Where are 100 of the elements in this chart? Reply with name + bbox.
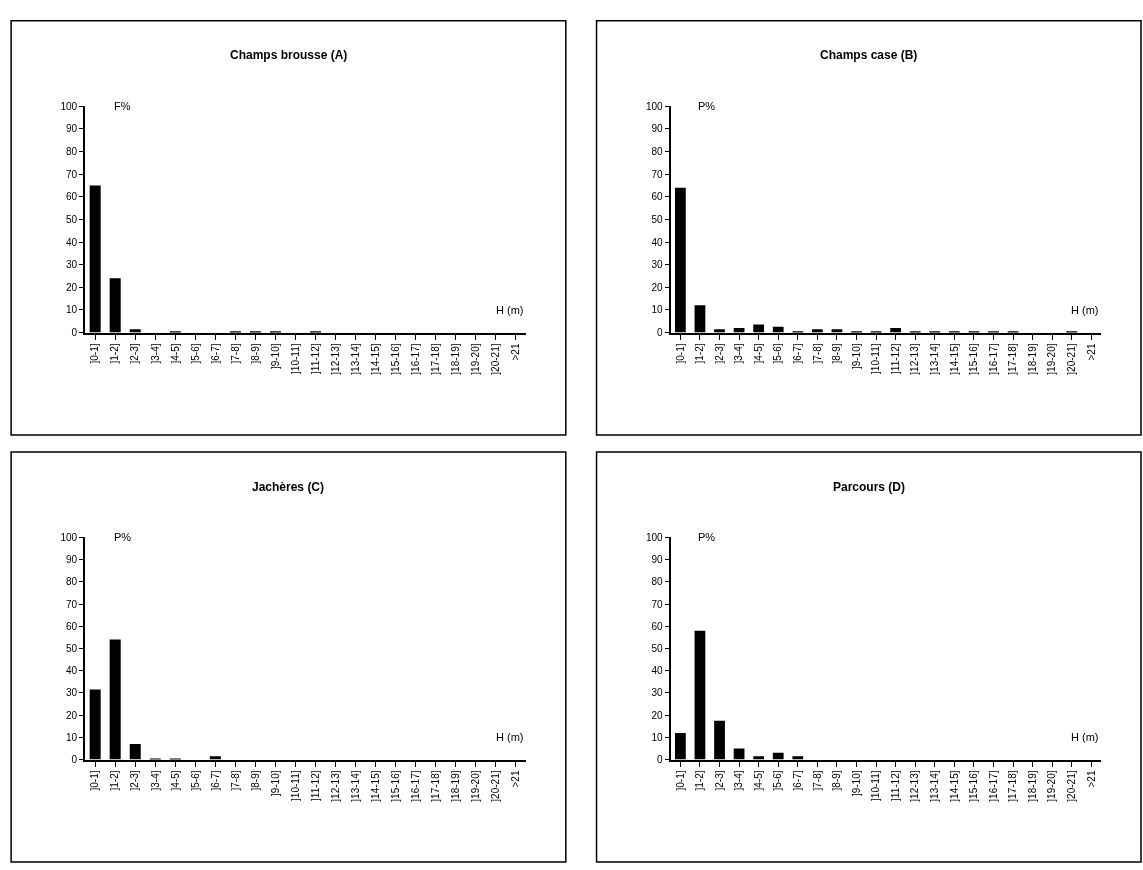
x-tick-label: ]13-14] xyxy=(349,343,361,375)
y-tick-label: 0 xyxy=(71,327,78,339)
y-tick-label: 90 xyxy=(651,554,664,566)
y-tick-label: 60 xyxy=(651,191,664,203)
x-tick-label: ]20-21] xyxy=(490,770,502,802)
x-tick-label: ]15-16] xyxy=(389,343,401,375)
x-tick-label: ]11-12] xyxy=(889,770,901,801)
y-tick-label: 10 xyxy=(651,731,664,743)
x-tick-label: ]10-11] xyxy=(289,343,301,374)
y-tick-label: 90 xyxy=(66,123,78,135)
x-axis-title: H (m) xyxy=(496,304,524,316)
x-tick-label: ]16-17] xyxy=(987,770,999,802)
x-tick-label: ]11-12] xyxy=(309,343,321,374)
x-tick-label: >21 xyxy=(1085,770,1097,788)
x-tick-label: ]18-19] xyxy=(1026,343,1038,375)
x-tick-label: ]15-16] xyxy=(968,343,980,375)
x-tick-label: ]4-5] xyxy=(169,343,181,364)
x-tick-label: ]6-7] xyxy=(209,770,221,791)
x-tick-label: ]6-7] xyxy=(792,770,804,791)
x-tick-label: ]0-1] xyxy=(89,343,101,364)
x-axis-title: H (m) xyxy=(1071,731,1099,743)
x-tick-label: ]16-17] xyxy=(409,343,421,375)
x-axis-title: H (m) xyxy=(496,731,524,743)
chart-title: Champs brousse (A) xyxy=(230,48,348,62)
x-tick-label: ]5-6] xyxy=(189,343,201,364)
x-tick-label: ]8-9] xyxy=(831,770,843,791)
chart-title: Parcours (D) xyxy=(833,480,906,494)
x-tick-label: ]0-1] xyxy=(674,770,686,791)
y-tick-label: 0 xyxy=(71,754,78,766)
x-tick-label: ]7-8] xyxy=(229,343,241,364)
y-tick-label: 40 xyxy=(66,665,78,677)
x-tick-label: ]9-10] xyxy=(269,343,281,370)
x-tick-label: ]0-1] xyxy=(674,343,686,364)
y-tick-label: 60 xyxy=(66,191,78,203)
y-tick-label: 60 xyxy=(66,620,78,632)
x-tick-label: ]0-1] xyxy=(89,770,101,791)
x-tick-label: ]7-8] xyxy=(811,770,823,791)
x-tick-label: ]13-14] xyxy=(349,770,361,802)
y-tick-label: 30 xyxy=(651,259,664,271)
y-tick-label: 80 xyxy=(651,576,664,588)
x-axis-title: H (m) xyxy=(1071,304,1099,316)
y-tick-label: 50 xyxy=(651,213,664,225)
x-tick-label: ]8-9] xyxy=(249,343,261,364)
x-tick-label: >21 xyxy=(510,343,522,361)
y-tick-label: 100 xyxy=(60,531,78,543)
x-tick-label: ]8-9] xyxy=(831,343,843,364)
y-tick-label: 70 xyxy=(66,168,78,180)
x-tick-label: ]17-18] xyxy=(430,770,442,802)
y-tick-label: 50 xyxy=(66,643,78,654)
x-tick-label: ]14-15] xyxy=(948,770,960,802)
x-tick-label: ]12-13] xyxy=(329,770,341,802)
x-tick-label: ]18-19] xyxy=(1026,770,1038,802)
y-tick-label: 100 xyxy=(645,100,664,112)
y-tick-label: 80 xyxy=(66,576,78,588)
y-tick-label: 40 xyxy=(651,665,664,677)
x-tick-label: ]4-5] xyxy=(752,770,764,791)
x-tick-label: ]15-16] xyxy=(389,770,401,802)
x-tick-label: ]7-8] xyxy=(229,770,241,791)
y-tick-label: 30 xyxy=(66,687,78,699)
y-axis-title: P% xyxy=(698,531,716,543)
x-tick-label: ]20-21] xyxy=(1066,770,1078,802)
x-tick-label: ]19-20] xyxy=(470,343,482,375)
y-tick-label: 20 xyxy=(651,281,664,293)
x-tick-label: ]3-4] xyxy=(149,770,161,791)
x-tick-label: ]16-17] xyxy=(409,770,421,802)
x-tick-label: ]5-6] xyxy=(772,770,784,791)
x-tick-label: ]8-9] xyxy=(249,770,261,791)
x-tick-label: ]18-19] xyxy=(450,770,462,802)
x-tick-label: ]17-18] xyxy=(1007,770,1019,802)
y-tick-label: 90 xyxy=(651,123,664,135)
x-tick-label: ]2-3] xyxy=(129,343,141,364)
y-tick-label: 70 xyxy=(651,168,664,180)
x-tick-label: ]1-2] xyxy=(109,343,121,364)
x-tick-label: ]14-15] xyxy=(369,343,381,375)
x-tick-label: ]20-21] xyxy=(1066,343,1078,375)
y-tick-label: 30 xyxy=(651,687,664,699)
y-axis-title: P% xyxy=(698,100,716,112)
x-tick-label: ]13-14] xyxy=(929,770,941,802)
y-tick-label: 100 xyxy=(645,531,664,543)
x-tick-label: ]2-3] xyxy=(129,770,141,791)
y-tick-label: 40 xyxy=(651,236,664,248)
x-tick-label: ]3-4] xyxy=(733,770,745,791)
x-tick-label: ]10-11] xyxy=(870,770,882,801)
x-tick-label: ]15-16] xyxy=(968,770,980,802)
x-tick-label: ]9-10] xyxy=(269,770,281,797)
x-tick-label: ]1-2] xyxy=(694,343,706,364)
y-tick-label: 70 xyxy=(651,598,664,610)
x-tick-label: ]10-11] xyxy=(289,770,301,801)
x-tick-label: ]14-15] xyxy=(369,770,381,802)
chart-title: Champs case (B) xyxy=(820,48,918,62)
x-tick-label: >21 xyxy=(1085,343,1097,361)
y-tick-label: 80 xyxy=(66,145,78,157)
x-tick-label: ]12-13] xyxy=(909,343,921,375)
x-tick-label: ]14-15] xyxy=(948,343,960,375)
x-tick-label: ]3-4] xyxy=(733,343,745,364)
y-tick-label: 30 xyxy=(66,259,78,271)
x-tick-label: >21 xyxy=(510,770,522,788)
x-tick-label: ]1-2] xyxy=(109,770,121,791)
x-tick-label: ]5-6] xyxy=(189,770,201,791)
y-tick-label: 0 xyxy=(657,754,664,766)
